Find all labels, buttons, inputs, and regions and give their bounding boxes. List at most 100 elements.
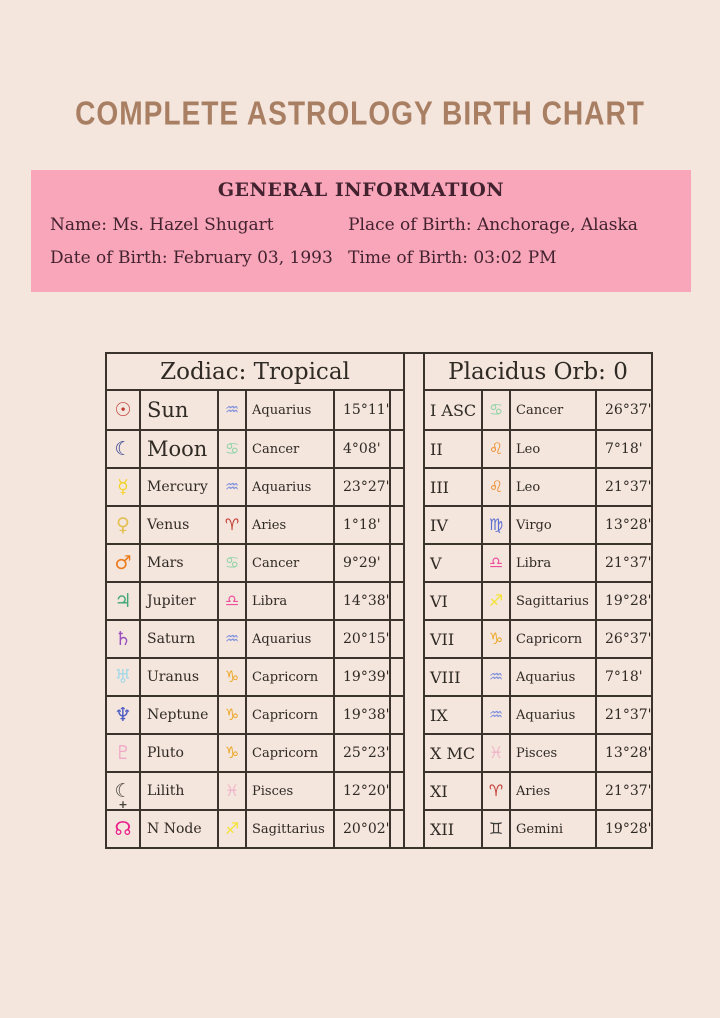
house-label: IX xyxy=(430,705,448,725)
zodiac-sign-icon: ♐ xyxy=(217,811,245,847)
zodiac-sign-name: Sagittarius xyxy=(509,583,595,619)
degrees-value: 26°37' xyxy=(595,621,651,657)
planet-icon: ☾ xyxy=(107,773,139,809)
planet-icon: ♃ xyxy=(114,589,132,612)
planet-name: Uranus xyxy=(139,659,217,695)
zodiac-sign-icon: ♎ xyxy=(217,583,245,619)
degrees-value: 23°27' xyxy=(333,469,389,505)
houses-table-row: IV ♍ Virgo 13°28' xyxy=(425,505,651,543)
house-label: III xyxy=(430,477,449,497)
degrees-value: 26°37' xyxy=(595,391,651,429)
page-title: COMPLETE ASTROLOGY BIRTH CHART xyxy=(75,95,645,133)
zodiac-table-row: ☿ Mercury ♒ Aquarius 23°27' xyxy=(107,467,403,505)
degrees-value: 7°18' xyxy=(595,659,651,695)
planet-icon: ♄ xyxy=(114,627,132,650)
degrees-value: 13°28' xyxy=(595,507,651,543)
degrees-value: 21°37' xyxy=(595,773,651,809)
zodiac-sign-icon: ♋ xyxy=(217,431,245,467)
houses-table-row: XII ♊ Gemini 19°28' xyxy=(425,809,651,847)
zodiac-sign-icon: ♌ xyxy=(481,431,509,467)
empty-end-cell xyxy=(389,507,403,543)
empty-end-cell xyxy=(389,697,403,733)
info-name: Name: Ms. Hazel Shugart xyxy=(50,215,274,235)
houses-table-row: X MC ♓ Pisces 13°28' xyxy=(425,733,651,771)
empty-end-cell xyxy=(389,545,403,581)
zodiac-sign-icon: ♒ xyxy=(217,469,245,505)
house-label: IV xyxy=(430,515,448,535)
planet-icon: ♆ xyxy=(114,703,132,726)
houses-table: Placidus Orb: 0 I ASC ♋ Cancer 26°37' II… xyxy=(423,352,653,849)
info-time-of-birth: Time of Birth: 03:02 PM xyxy=(348,248,557,268)
info-place-of-birth: Place of Birth: Anchorage, Alaska xyxy=(348,215,638,235)
general-info-grid: Name: Ms. Hazel Shugart Place of Birth: … xyxy=(31,201,691,268)
zodiac-sign-icon: ♈ xyxy=(481,773,509,809)
zodiac-table-row: ☾ Lilith ♓ Pisces 12°20' xyxy=(107,771,403,809)
degrees-value: 21°37' xyxy=(595,469,651,505)
zodiac-sign-icon: ♎ xyxy=(481,545,509,581)
empty-end-cell xyxy=(389,659,403,695)
general-info-box: GENERAL INFORMATION Name: Ms. Hazel Shug… xyxy=(31,170,691,292)
house-label: VIII xyxy=(430,667,461,687)
zodiac-sign-icon: ♒ xyxy=(217,391,245,429)
zodiac-table-row: ♃ Jupiter ♎ Libra 14°38' xyxy=(107,581,403,619)
zodiac-table-row: ♇ Pluto ♑ Capricorn 25°23' xyxy=(107,733,403,771)
zodiac-sign-name: Aquarius xyxy=(245,621,333,657)
zodiac-sign-name: Capricorn xyxy=(245,659,333,695)
zodiac-sign-icon: ♑ xyxy=(217,697,245,733)
zodiac-sign-name: Virgo xyxy=(509,507,595,543)
zodiac-table-row: ☉ Sun ♒ Aquarius 15°11' xyxy=(107,391,403,429)
degrees-value: 13°28' xyxy=(595,735,651,771)
planet-icon: ♇ xyxy=(114,741,132,764)
houses-table-row: XI ♈ Aries 21°37' xyxy=(425,771,651,809)
empty-end-cell xyxy=(389,811,403,847)
zodiac-sign-icon: ♓ xyxy=(217,773,245,809)
zodiac-sign-icon: ♒ xyxy=(481,659,509,695)
zodiac-sign-name: Gemini xyxy=(509,811,595,847)
houses-table-row: I ASC ♋ Cancer 26°37' xyxy=(425,391,651,429)
zodiac-table-row: ☾ Moon ♋ Cancer 4°08' xyxy=(107,429,403,467)
planet-icon: ☿ xyxy=(117,475,129,498)
planet-icon: ☊ xyxy=(114,817,132,840)
empty-end-cell xyxy=(389,583,403,619)
house-label: II xyxy=(430,439,443,459)
chart-tables: Zodiac: Tropical ☉ Sun ♒ Aquarius 15°11'… xyxy=(105,352,653,849)
zodiac-table-header: Zodiac: Tropical xyxy=(107,354,403,391)
zodiac-table-row: ♄ Saturn ♒ Aquarius 20°15' xyxy=(107,619,403,657)
planet-name: Lilith xyxy=(139,773,217,809)
empty-end-cell xyxy=(389,735,403,771)
zodiac-sign-name: Leo xyxy=(509,431,595,467)
zodiac-sign-icon: ♓ xyxy=(481,735,509,771)
zodiac-table-row: ♂ Mars ♋ Cancer 9°29' xyxy=(107,543,403,581)
zodiac-sign-icon: ♈ xyxy=(217,507,245,543)
degrees-value: 19°28' xyxy=(595,583,651,619)
degrees-value: 20°02' xyxy=(333,811,389,847)
degrees-value: 19°39' xyxy=(333,659,389,695)
zodiac-sign-name: Aquarius xyxy=(245,469,333,505)
zodiac-sign-name: Leo xyxy=(509,469,595,505)
zodiac-sign-icon: ♑ xyxy=(217,659,245,695)
planet-icon: ♀ xyxy=(116,513,130,536)
zodiac-sign-icon: ♒ xyxy=(217,621,245,657)
planet-name: Saturn xyxy=(139,621,217,657)
planet-name: Jupiter xyxy=(139,583,217,619)
zodiac-table-body: ☉ Sun ♒ Aquarius 15°11' ☾ Moon ♋ Cancer … xyxy=(107,391,403,847)
zodiac-sign-name: Aries xyxy=(245,507,333,543)
planet-name: Pluto xyxy=(139,735,217,771)
planet-name: N Node xyxy=(139,811,217,847)
zodiac-sign-icon: ♑ xyxy=(217,735,245,771)
planet-icon: ♅ xyxy=(114,665,132,688)
empty-end-cell xyxy=(389,469,403,505)
zodiac-sign-icon: ♐ xyxy=(481,583,509,619)
empty-end-cell xyxy=(389,431,403,467)
house-label: I ASC xyxy=(430,400,477,420)
info-date-of-birth: Date of Birth: February 03, 1993 xyxy=(50,248,333,268)
houses-table-row: IX ♒ Aquarius 21°37' xyxy=(425,695,651,733)
degrees-value: 20°15' xyxy=(333,621,389,657)
zodiac-sign-name: Libra xyxy=(245,583,333,619)
houses-table-row: VII ♑ Capricorn 26°37' xyxy=(425,619,651,657)
houses-table-row: VI ♐ Sagittarius 19°28' xyxy=(425,581,651,619)
planet-icon: ♂ xyxy=(114,551,132,574)
zodiac-sign-name: Pisces xyxy=(509,735,595,771)
house-label: VII xyxy=(430,629,455,649)
house-label: XII xyxy=(430,819,455,839)
